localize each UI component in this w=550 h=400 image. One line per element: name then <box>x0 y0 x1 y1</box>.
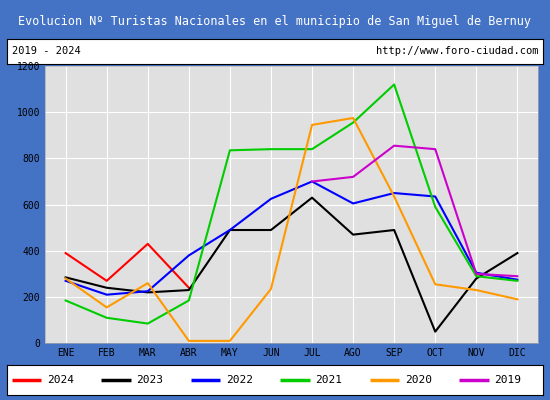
Text: 2019 - 2024: 2019 - 2024 <box>12 46 81 56</box>
Text: 2021: 2021 <box>315 375 342 385</box>
Text: 2024: 2024 <box>47 375 74 385</box>
Text: 2022: 2022 <box>226 375 253 385</box>
Text: Evolucion Nº Turistas Nacionales en el municipio de San Miguel de Bernuy: Evolucion Nº Turistas Nacionales en el m… <box>19 15 531 28</box>
Text: 2023: 2023 <box>136 375 163 385</box>
Text: 2019: 2019 <box>494 375 521 385</box>
Text: 2020: 2020 <box>405 375 432 385</box>
Text: http://www.foro-ciudad.com: http://www.foro-ciudad.com <box>376 46 538 56</box>
